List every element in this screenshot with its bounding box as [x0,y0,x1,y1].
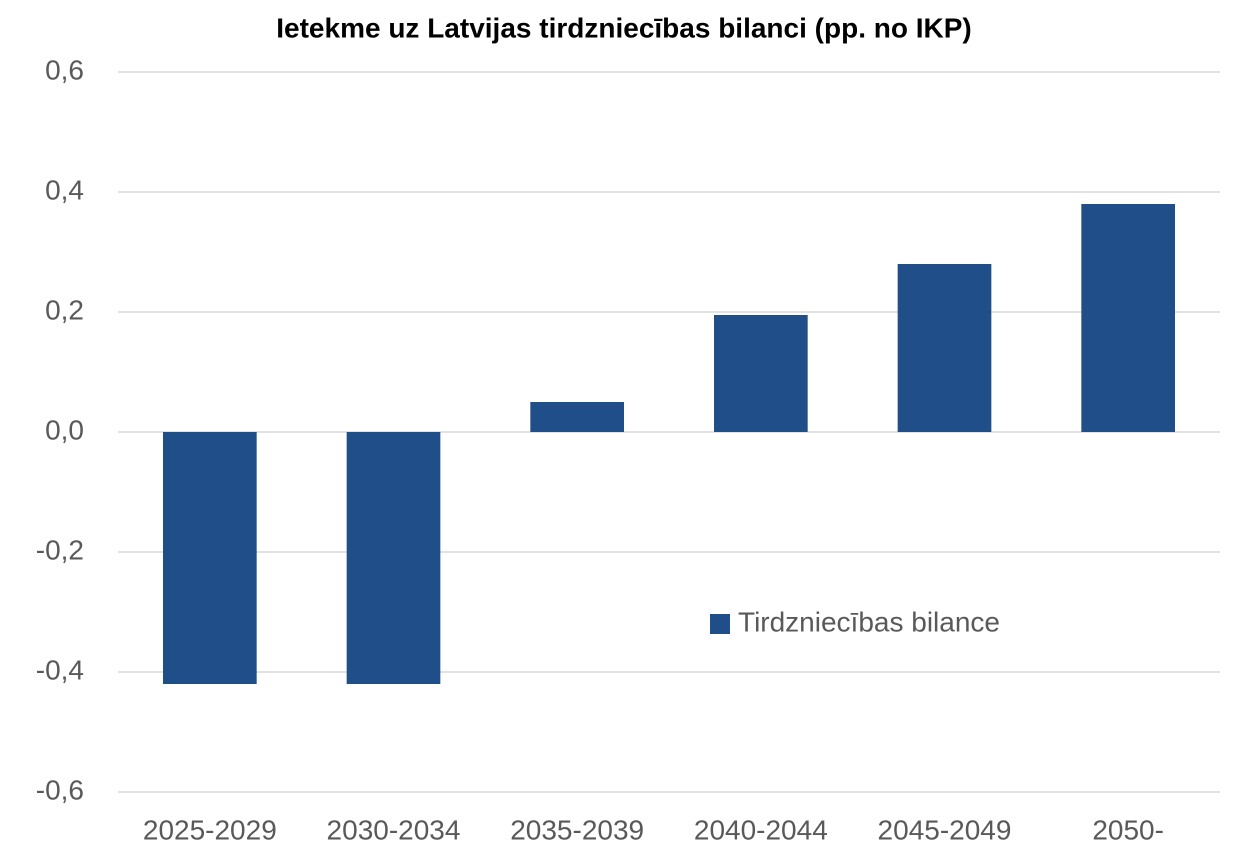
y-tick-label: 0,2 [45,294,84,325]
legend-label: Tirdzniecības bilance [738,606,1000,637]
bar [897,264,992,432]
y-tick-label: 0,6 [45,54,84,85]
bar [713,315,808,432]
bar [530,402,625,432]
legend-swatch [710,614,730,634]
y-tick-label: -0,2 [36,534,84,565]
x-tick-label: 2050- [1092,814,1164,845]
bar [162,432,257,684]
y-tick-label: -0,4 [36,654,84,685]
y-tick-label: 0,0 [45,414,84,445]
y-tick-label: -0,6 [36,774,84,805]
bar [346,432,441,684]
chart-title: Ietekme uz Latvijas tirdzniecības bilanc… [276,12,972,43]
x-tick-label: 2040-2044 [694,814,828,845]
y-tick-label: 0,4 [45,174,84,205]
x-tick-label: 2030-2034 [327,814,461,845]
bar [1081,204,1176,432]
x-tick-label: 2025-2029 [143,814,277,845]
x-tick-label: 2035-2039 [510,814,644,845]
x-tick-label: 2045-2049 [878,814,1012,845]
